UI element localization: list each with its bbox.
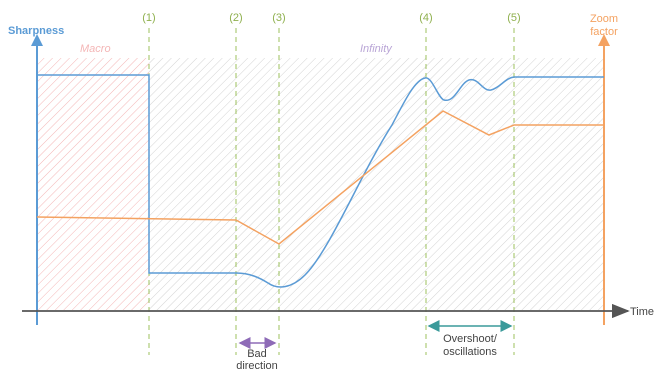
bad-direction-label-2: direction [236, 360, 278, 372]
zoom-axis-arrow [598, 34, 610, 46]
infinity-label: Infinity [360, 43, 393, 55]
overshoot-label-2: oscillations [443, 346, 497, 358]
infinity-region [149, 58, 604, 310]
sharpness-curve [37, 74, 604, 288]
zoom-curve [36, 110, 604, 245]
sharpness-axis-arrow [31, 34, 43, 46]
marker-label-3: (3) [272, 12, 285, 24]
marker-label-4: (4) [419, 12, 432, 24]
marker-label-1: (1) [142, 12, 155, 24]
overshoot-label-1: Overshoot/ [443, 333, 498, 345]
bad-direction-label-1: Bad [247, 348, 267, 360]
macro-label: Macro [80, 43, 111, 55]
sharpness-axis-label: Sharpness [8, 25, 64, 37]
macro-region [37, 58, 149, 310]
marker-label-5: (5) [507, 12, 520, 24]
marker-label-2: (2) [229, 12, 242, 24]
zoom-axis-label-2: factor [590, 26, 618, 38]
time-axis-label: Time [630, 306, 654, 318]
zoom-axis-label-1: Zoom [590, 13, 618, 25]
